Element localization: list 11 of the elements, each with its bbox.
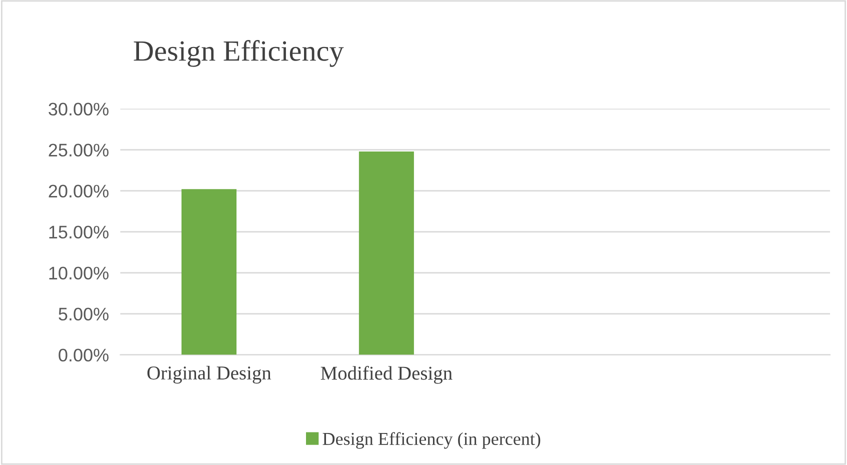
chart-title: Design Efficiency [134,40,344,67]
y-tick-label: 20.00% [48,184,109,198]
x-tick-label: Modified Design [320,366,452,384]
y-tick-label: 15.00% [49,226,109,239]
y-tick-label: 10.00% [49,266,109,280]
x-tick-label: Original Design [147,366,272,384]
y-tick-label: 25.00% [48,144,109,157]
y-tick-label: 5.00% [58,308,109,321]
y-tick-label: 0.00% [58,348,109,362]
y-tick-label: 30.00% [48,102,109,116]
legend-label: Design Efficiency (in percent) [322,432,540,449]
